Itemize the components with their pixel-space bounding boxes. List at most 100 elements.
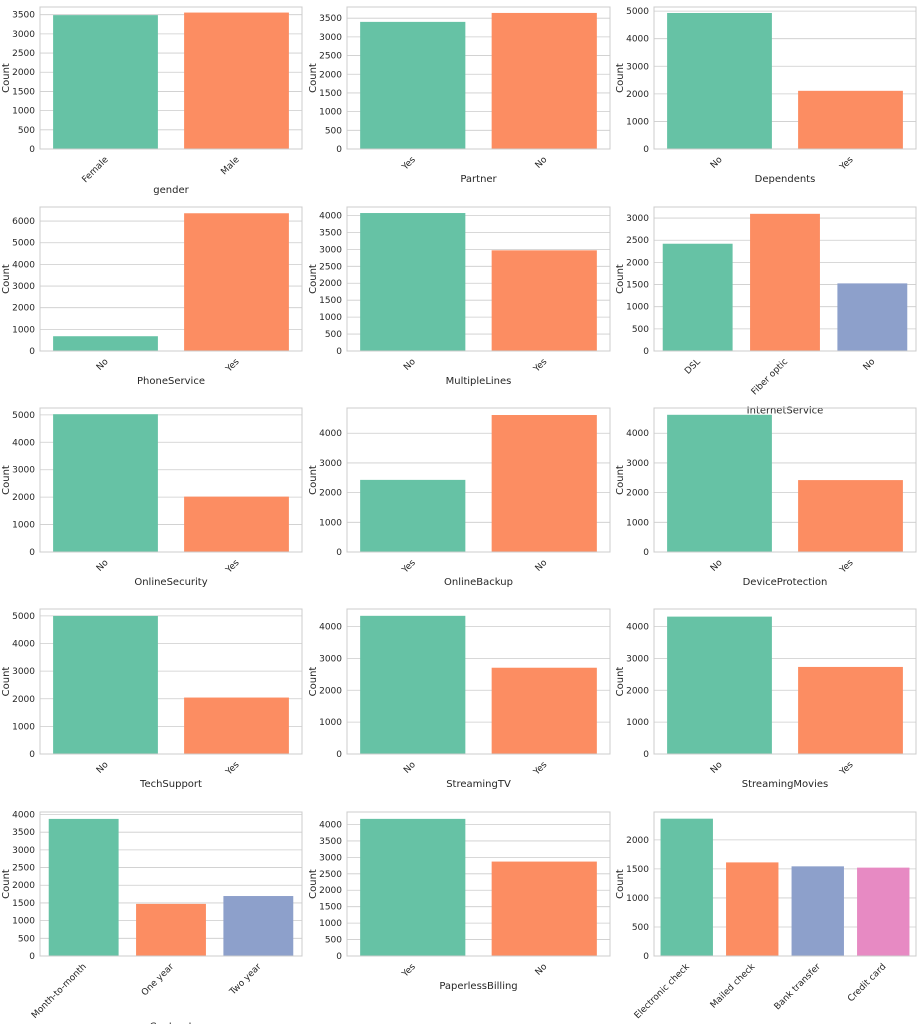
x-tick-label: Yes bbox=[400, 558, 418, 576]
y-tick-label: 5000 bbox=[626, 7, 649, 17]
y-axis-label: Count bbox=[308, 869, 319, 899]
bar-no bbox=[491, 415, 597, 552]
bar-two-year bbox=[223, 896, 294, 956]
y-tick-label: 2500 bbox=[12, 864, 35, 874]
x-tick-label: Yes bbox=[224, 558, 242, 576]
y-tick-label: 3000 bbox=[319, 459, 342, 469]
y-axis-label: Count bbox=[308, 667, 319, 697]
axes-frame bbox=[653, 6, 917, 150]
y-tick-label: 2000 bbox=[626, 836, 649, 846]
x-tick-label: Yes bbox=[531, 357, 549, 375]
y-tick-label: 3000 bbox=[12, 282, 35, 292]
x-axis-label: Contract bbox=[149, 1021, 192, 1024]
x-tick-label: Female bbox=[81, 155, 111, 185]
y-tick-label: 1500 bbox=[319, 903, 342, 913]
chart-paperlessbilling: 0 500 1000 1500 2000 2500 3000 3500 4000 Yes No Pap… bbox=[308, 811, 611, 992]
bar-fiber-optic bbox=[750, 213, 820, 351]
y-tick-label: 1000 bbox=[319, 108, 342, 118]
bar-no bbox=[53, 615, 158, 754]
y-tick-label: 1000 bbox=[626, 894, 649, 904]
x-tick-label: Yes bbox=[224, 760, 242, 778]
y-tick-label: 2000 bbox=[12, 695, 35, 705]
y-axis-label: Count bbox=[308, 465, 319, 495]
y-tick-label: 1000 bbox=[12, 325, 35, 335]
x-tick-label: Yes bbox=[838, 155, 856, 173]
bar-yes bbox=[491, 667, 597, 754]
chart-dependents: 0 1000 2000 3000 4000 5000 No Yes Dependents Coun… bbox=[615, 6, 917, 185]
y-tick-label: 2000 bbox=[12, 881, 35, 891]
y-tick-label: 1500 bbox=[12, 899, 35, 909]
chart-contract: 0 500 1000 1500 2000 2500 3000 3500 4000 Month-to… bbox=[1, 810, 303, 1024]
y-tick-label: 4000 bbox=[626, 429, 649, 439]
bar-yes bbox=[798, 666, 903, 754]
bar-yes bbox=[184, 213, 289, 351]
y-axis-label: Count bbox=[1, 63, 12, 93]
axes-frame bbox=[653, 407, 917, 553]
y-tick-label: 4000 bbox=[319, 820, 342, 830]
x-axis-label: gender bbox=[153, 185, 189, 196]
x-axis-label: OnlineSecurity bbox=[134, 577, 207, 588]
bar-no bbox=[667, 12, 772, 149]
y-axis-label: Count bbox=[1, 667, 12, 697]
axes-frame bbox=[346, 407, 611, 553]
x-axis-label: Partner bbox=[460, 174, 497, 185]
y-tick-label: 0 bbox=[29, 347, 35, 357]
bar-no bbox=[53, 414, 158, 552]
axes-frame bbox=[346, 206, 611, 352]
y-tick-label: 500 bbox=[325, 126, 342, 136]
chart-internetservice: 0 500 1000 1500 2000 2500 3000 DSL Fiber optic No… bbox=[615, 206, 917, 416]
y-tick-label: 2000 bbox=[626, 90, 649, 100]
y-axis-label: Count bbox=[308, 264, 319, 294]
bar-no bbox=[360, 213, 466, 351]
y-tick-label: 3000 bbox=[626, 62, 649, 72]
axes-frame bbox=[653, 811, 917, 957]
y-tick-label: 3000 bbox=[12, 466, 35, 476]
y-tick-label: 3000 bbox=[319, 853, 342, 863]
y-tick-label: 3000 bbox=[12, 846, 35, 856]
y-tick-label: 0 bbox=[29, 145, 35, 155]
y-tick-label: 1000 bbox=[12, 107, 35, 117]
y-tick-label: 500 bbox=[18, 934, 35, 944]
y-tick-label: 3000 bbox=[626, 214, 649, 224]
x-tick-label: Yes bbox=[400, 962, 418, 980]
y-tick-label: 2000 bbox=[12, 493, 35, 503]
y-tick-label: 0 bbox=[643, 548, 649, 558]
bar-yes bbox=[798, 90, 903, 149]
bar-female bbox=[53, 15, 158, 150]
y-tick-label: 4000 bbox=[12, 810, 35, 820]
y-tick-label: 2500 bbox=[626, 236, 649, 246]
y-tick-label: 3500 bbox=[12, 11, 35, 21]
y-tick-label: 2000 bbox=[12, 68, 35, 78]
y-tick-label: 500 bbox=[325, 330, 342, 340]
x-tick-label: Yes bbox=[531, 760, 549, 778]
chart-onlinesecurity: 0 1000 2000 3000 4000 5000 No Yes OnlineSecurity… bbox=[1, 407, 303, 588]
axes-frame bbox=[653, 608, 917, 755]
bar-yes bbox=[184, 697, 289, 754]
y-tick-label: 4000 bbox=[319, 623, 342, 633]
x-tick-label: One year bbox=[140, 962, 176, 998]
axes-frame bbox=[39, 206, 303, 352]
y-tick-label: 1000 bbox=[626, 718, 649, 728]
x-tick-label: No bbox=[709, 558, 725, 574]
x-tick-label: Mailed check bbox=[709, 961, 758, 1010]
y-tick-label: 0 bbox=[643, 145, 649, 155]
x-tick-label: No bbox=[534, 962, 550, 978]
y-tick-label: 2000 bbox=[319, 279, 342, 289]
bar-no bbox=[491, 861, 597, 956]
y-tick-label: 500 bbox=[18, 126, 35, 136]
y-axis-label: Count bbox=[615, 264, 626, 294]
x-tick-label: Yes bbox=[224, 357, 242, 375]
y-tick-label: 1000 bbox=[319, 518, 342, 528]
x-axis-label: Dependents bbox=[755, 174, 816, 185]
y-tick-label: 5000 bbox=[12, 411, 35, 421]
y-tick-label: 3000 bbox=[12, 667, 35, 677]
y-tick-label: 4000 bbox=[626, 623, 649, 633]
y-tick-label: 6000 bbox=[12, 217, 35, 227]
y-tick-label: 4000 bbox=[12, 438, 35, 448]
bar-mailed-check bbox=[726, 862, 779, 956]
y-tick-label: 1500 bbox=[626, 281, 649, 291]
chart-techsupport: 0 1000 2000 3000 4000 5000 No Yes TechSupport Cou… bbox=[1, 608, 303, 790]
bar-no bbox=[53, 336, 158, 351]
x-axis-label: DeviceProtection bbox=[743, 577, 828, 588]
y-tick-label: 0 bbox=[643, 750, 649, 760]
